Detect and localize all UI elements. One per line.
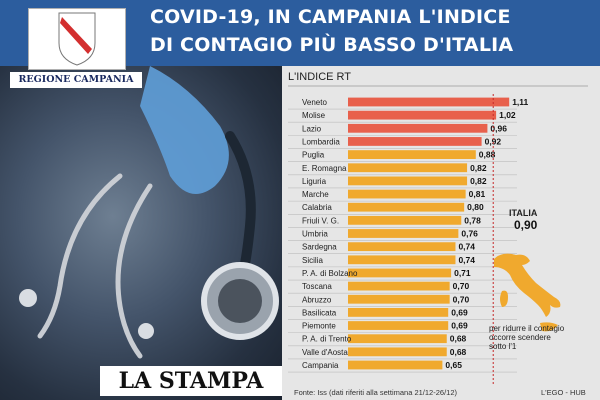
bar-sicilia [348,255,456,265]
stethoscope-binaural [115,183,153,359]
bar-piemonte [348,321,449,330]
category-label: Sicilia [302,256,323,265]
value-label: 0,82 [470,163,487,173]
category-label: Marche [302,190,329,199]
value-label: 1,02 [499,110,516,120]
category-label: E. Romagna [302,164,347,173]
value-label: 0,76 [461,229,478,239]
bar-liguria [348,176,468,186]
value-label: 0,80 [467,202,484,212]
category-label: Valle d'Aosta [302,348,348,357]
bar-lombardia [348,137,482,146]
stethoscope-illustration [19,66,279,359]
sicily-shape [540,322,558,332]
earpiece [138,323,154,339]
earpiece [19,289,37,307]
stethoscope-photo [0,66,282,400]
value-label: 0,78 [464,215,481,225]
bar-calabria [348,202,465,212]
category-label: Umbria [302,230,328,239]
category-label: Abruzzo [302,295,332,304]
bar-lazio [348,123,488,133]
coat-of-arms-icon [58,12,96,66]
gloved-hand-shape [140,66,229,194]
italy-mainland-shape [494,253,561,317]
sardinia-shape [500,290,508,307]
value-label: 0,92 [485,136,502,146]
bar-sardegna [348,242,456,252]
bar-p-a-di-bolzano [348,268,452,278]
value-label: 0,68 [450,347,467,357]
value-label: 0,96 [490,123,507,133]
headline-line-1: COVID-19, IN CAMPANIA L'INDICE [150,6,511,28]
bar-valle-d-aosta [348,347,447,357]
category-label: Toscana [302,282,332,291]
bar-basilicata [348,308,449,317]
value-label: 1,11 [512,97,528,107]
bar-veneto [348,97,510,107]
italy-callout-label: ITALIA [509,208,538,218]
category-label: Molise [302,111,326,120]
newspaper-masthead: LA STAMPA [100,366,282,396]
value-label: 0,69 [451,321,468,331]
bar-marche [348,189,466,199]
value-label: 0,70 [453,294,470,304]
category-label: Friuli V. G. [302,216,339,225]
bar-friuli-v-g- [348,215,462,225]
category-label: Piemonte [302,322,336,331]
category-label: Basilicata [302,308,337,317]
category-label: Campania [302,361,339,370]
value-label: 0,69 [451,307,468,317]
value-label: 0,70 [453,281,470,291]
rt-bar-chart: L'INDICE RT Veneto 1,11 Molise 1,02 Lazio 0,9… [288,71,588,384]
category-label: Lazio [302,124,322,133]
value-label: 0,81 [469,189,486,199]
bar-umbria [348,229,459,238]
bar-e-romagna [348,163,468,173]
region-label: REGIONE CAMPANIA [10,72,142,88]
value-label: 0,88 [479,150,496,160]
stethoscope-diaphragm [218,279,262,323]
value-label: 0,68 [450,334,467,344]
bar-p-a-di-trento [348,334,447,344]
bar-campania [348,360,443,370]
category-label: Liguria [302,177,327,186]
category-label: P. A. di Trento [302,335,352,344]
italy-callout-value: 0,90 [514,218,538,232]
category-label: P. A. di Bolzano [302,269,358,278]
headline-line-2: DI CONTAGIO PIÙ BASSO D'ITALIA [150,34,514,56]
category-label: Calabria [302,203,332,212]
value-label: 0,65 [445,360,462,370]
italy-map [494,253,561,332]
bar-molise [348,110,497,120]
category-label: Puglia [302,151,325,160]
category-label: Lombardia [302,137,340,146]
value-label: 0,71 [454,268,471,278]
bar-abruzzo [348,294,450,304]
threshold-note: per ridurre il contagio occorre scendere… [489,324,565,351]
value-label: 0,82 [470,176,487,186]
stethoscope-binaural [37,173,123,339]
value-label: 0,74 [458,242,475,252]
category-label: Sardegna [302,243,337,252]
category-label: Veneto [302,98,327,107]
source-note: Fonte: Iss (dati riferiti alla settimana… [294,388,457,397]
bar-puglia [348,150,476,159]
campania-emblem [28,8,126,70]
value-label: 0,74 [458,255,475,265]
graphic-credit: L'EGO - HUB [541,388,586,397]
chart-title: L'INDICE RT [288,71,351,83]
bar-toscana [348,281,450,291]
